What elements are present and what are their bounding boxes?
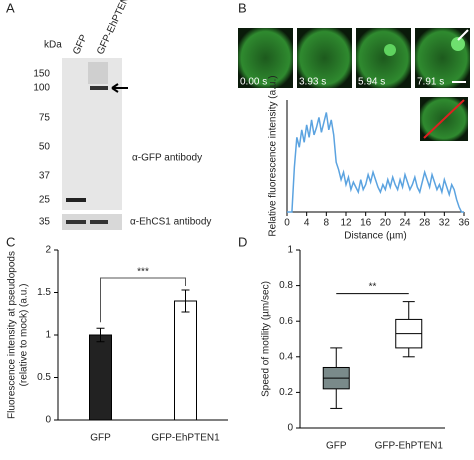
panel-label: A: [6, 0, 15, 15]
y-tick-label: 0.6: [279, 316, 293, 327]
bar: [89, 334, 112, 421]
lane-label: GFP: [71, 33, 90, 57]
marker-label: 150: [33, 69, 50, 80]
lane-label: GFP-EhPTEN1: [95, 0, 134, 56]
micrographs: [238, 28, 470, 141]
error-bar: [181, 289, 190, 313]
panel-label: B: [238, 0, 247, 15]
y-tick-label: 2: [45, 245, 51, 256]
timestamp: 0.00 s: [240, 77, 267, 88]
y-axis-label: Relative fluorescence intensity (a.u.): [268, 75, 279, 236]
antibody-label: α-GFP antibody: [132, 153, 202, 164]
y-tick-label: 1: [287, 245, 293, 256]
marker-label: 35: [39, 217, 51, 228]
x-tick-label: 36: [458, 218, 470, 229]
x-tick-label: 0: [284, 218, 290, 229]
marker-label: 100: [33, 83, 50, 94]
x-tick-label: 8: [324, 218, 330, 229]
significance-bracket: [100, 277, 186, 323]
x-tick-label: 32: [439, 218, 451, 229]
x-tick-label: 20: [380, 218, 392, 229]
x-tick-label: GFP-EhPTEN1: [151, 433, 220, 444]
x-tick-label: 12: [340, 218, 352, 229]
y-axis-label: Speed of motility (µm/sec): [261, 281, 272, 397]
y-axis-label: (relative to mock) (a.u.): [19, 284, 30, 387]
unit-label: kDa: [44, 40, 62, 51]
y-tick-label: 0.8: [279, 280, 293, 291]
marker-label: 50: [39, 142, 51, 153]
y-tick-label: 0.4: [279, 351, 293, 362]
marker-label: 75: [39, 113, 51, 124]
y-tick-label: 0: [45, 415, 51, 426]
y-tick-label: 0.5: [37, 372, 51, 383]
y-tick-label: 0.2: [279, 387, 293, 398]
y-tick-label: 1.5: [37, 287, 51, 298]
line-series: [287, 112, 464, 213]
x-tick-label: 24: [399, 218, 411, 229]
bar: [174, 300, 197, 421]
x-tick-label: GFP: [90, 433, 111, 444]
significance: ***: [137, 267, 149, 278]
y-axis-label: Fluorescence intensity at pseudopods: [7, 251, 18, 419]
significance: **: [369, 281, 377, 292]
marker-label: 25: [39, 195, 51, 206]
y-tick-label: 1: [45, 330, 51, 341]
error-bar: [96, 327, 105, 343]
timestamp: 5.94 s: [358, 77, 385, 88]
panel-label: C: [6, 234, 15, 249]
y-tick-label: 0: [287, 423, 293, 434]
x-tick-label: GFP: [326, 441, 347, 452]
x-tick-label: 4: [304, 218, 310, 229]
x-tick-label: 16: [360, 218, 372, 229]
marker-label: 37: [39, 171, 51, 182]
x-tick-label: 28: [419, 218, 431, 229]
x-tick-label: GFP-EhPTEN1: [375, 441, 444, 452]
timestamp: 7.91 s: [417, 77, 444, 88]
panel-label: D: [238, 234, 247, 249]
x-axis-label: Distance (µm): [344, 231, 406, 242]
western-blot: [62, 58, 128, 230]
timestamp: 3.93 s: [299, 77, 326, 88]
antibody-label: α-EhCS1 antibody: [130, 217, 211, 228]
